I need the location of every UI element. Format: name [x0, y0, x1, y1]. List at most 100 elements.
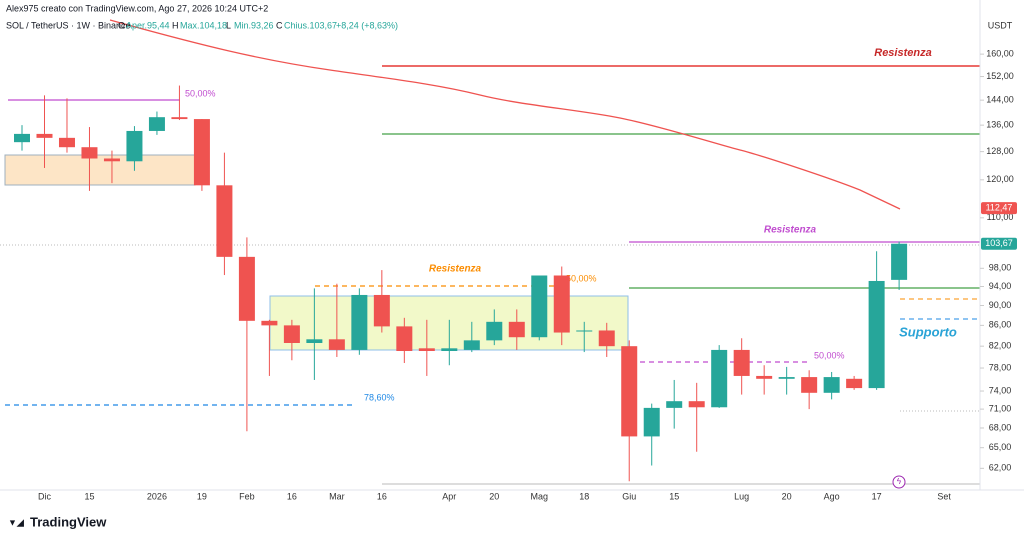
candle-body — [14, 133, 30, 143]
x-tick-label: Ago — [824, 491, 840, 501]
x-tick-label: Mar — [329, 491, 345, 501]
y-tick-label: 68,00 — [989, 422, 1012, 432]
y-tick-label: 144,00 — [986, 95, 1014, 105]
y-tick-label: 160,00 — [986, 49, 1014, 59]
candle-body — [441, 348, 458, 352]
annotation: 50,00% — [566, 273, 597, 283]
y-tick-label: 98,00 — [989, 263, 1012, 273]
y-tick-label: 120,00 — [986, 174, 1014, 184]
event-icon-glyph: ϟ — [897, 477, 902, 486]
x-tick-label: Feb — [239, 491, 255, 501]
x-tick-label: Apr — [442, 491, 456, 501]
x-tick-label: Giu — [622, 491, 636, 501]
x-tick-label: Set — [937, 491, 951, 501]
candle-body — [283, 325, 300, 343]
price-label-box — [981, 237, 1017, 250]
candle-body — [171, 117, 188, 120]
x-tick-label: 15 — [669, 491, 679, 501]
annotation: Resistenza — [429, 264, 482, 275]
y-tick-label: 90,00 — [989, 300, 1012, 310]
candle-body — [261, 320, 278, 326]
candle-body — [373, 294, 390, 327]
y-tick-label: 128,00 — [986, 146, 1014, 156]
price-label: 103,67 — [985, 238, 1013, 248]
y-tick-label: 136,00 — [986, 120, 1014, 130]
x-tick-label: 16 — [377, 491, 387, 501]
candle-body — [103, 158, 120, 162]
brand-logo: ▼◢ — [8, 517, 25, 527]
event-icon[interactable] — [892, 475, 906, 489]
candle-body — [868, 280, 885, 389]
candle-body — [823, 377, 840, 393]
candle-body — [396, 326, 413, 352]
ohlc-key: H — [172, 20, 179, 30]
ohlc-key: C — [276, 20, 283, 30]
x-tick-label: 16 — [287, 491, 297, 501]
ohlc-value: Aper.95,44 — [126, 20, 170, 30]
ohlc-key: L — [226, 20, 231, 30]
candle-body — [553, 275, 570, 333]
x-tick-label: Lug — [734, 491, 749, 501]
candle-body — [598, 330, 615, 347]
candle-body — [508, 321, 525, 338]
ohlc-value: Max.104,18 — [180, 20, 227, 30]
price-label: 112,47 — [986, 203, 1013, 213]
candle-body — [328, 339, 345, 350]
candle-body — [81, 147, 98, 159]
y-tick-label: 152,00 — [986, 71, 1014, 81]
y-tick-label: 110,00 — [987, 212, 1014, 222]
candle-body — [621, 346, 638, 437]
candle-body — [126, 130, 143, 162]
annotation: Resistenza — [874, 47, 931, 59]
annotation: Resistenza — [764, 225, 817, 236]
candle-body — [891, 243, 908, 280]
y-tick-label: 62,00 — [989, 463, 1012, 473]
y-tick-label: 71,00 — [989, 403, 1012, 413]
candle-body — [463, 340, 480, 350]
candle-body — [148, 117, 165, 131]
candle-body — [486, 321, 503, 341]
candle-body — [666, 401, 683, 408]
y-tick-label: 94,00 — [989, 281, 1012, 291]
y-tick-label: 65,00 — [989, 442, 1012, 452]
symbol: SOL / TetherUS · 1W · Binance — [6, 20, 131, 30]
x-tick-label: 17 — [872, 491, 882, 501]
y-tick-label: 74,00 — [989, 385, 1012, 395]
x-tick-label: 18 — [579, 491, 589, 501]
zone-box — [4, 154, 196, 186]
candle-body — [576, 330, 593, 332]
moving-average — [109, 19, 901, 210]
ohlc-change: +8,24 (+8,63%) — [336, 20, 398, 30]
ohlc-value: Min.93,26 — [234, 20, 274, 30]
x-tick-label: 2026 — [147, 491, 167, 501]
author: Alex975 creato con TradingView.com, Ago … — [6, 3, 268, 13]
candle-body — [643, 407, 660, 437]
y-tick-label: 86,00 — [989, 320, 1012, 330]
x-tick-label: Dic — [38, 491, 51, 501]
brand: TradingView — [30, 514, 107, 529]
candle-body — [238, 256, 255, 321]
x-tick-label: 20 — [489, 491, 499, 501]
x-tick-label: 15 — [84, 491, 94, 501]
candle-body — [216, 185, 233, 257]
candle-body — [36, 133, 53, 138]
annotation: 78,60% — [364, 392, 395, 402]
x-tick-label: 20 — [782, 491, 792, 501]
candle-body — [351, 294, 368, 350]
annotation: 50,00% — [185, 88, 216, 98]
x-tick-label: 19 — [197, 491, 207, 501]
y-tick-label: 78,00 — [989, 362, 1012, 372]
currency: USDT — [988, 20, 1013, 30]
candle-body — [778, 377, 795, 379]
candle-body — [688, 401, 705, 408]
x-tick-label: Mag — [531, 491, 549, 501]
ohlc-value: Chius.103,67 — [284, 20, 337, 30]
candle-body — [531, 275, 548, 338]
candle-body — [733, 349, 750, 376]
ohlc-key: O — [118, 20, 125, 30]
candle-body — [306, 339, 323, 343]
price-label-box — [981, 202, 1017, 215]
candle-body — [193, 119, 210, 186]
candle-body — [418, 348, 435, 352]
